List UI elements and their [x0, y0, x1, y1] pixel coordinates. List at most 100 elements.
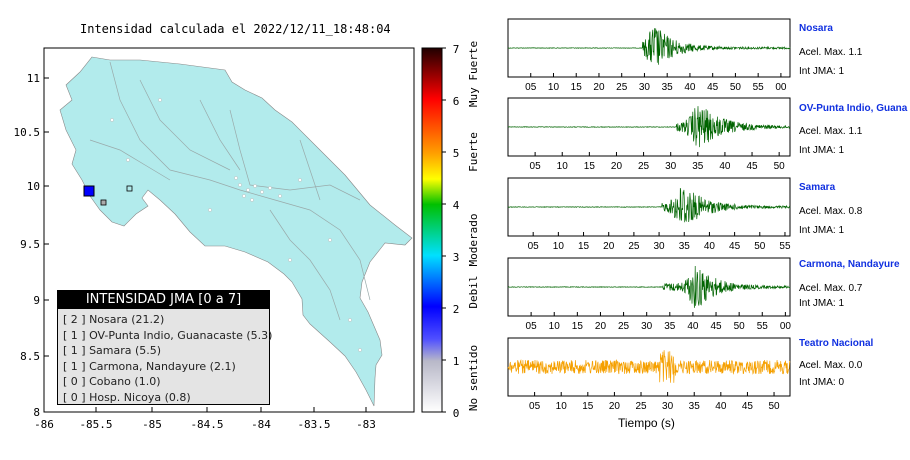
- seismogram-tick-label: 45: [710, 321, 722, 332]
- seismogram-tick-label: 40: [715, 401, 727, 412]
- seismogram-tick-label: 50: [730, 82, 742, 93]
- seismogram-tick-label: 15: [572, 321, 584, 332]
- seismogram-tick-label: 30: [665, 161, 677, 172]
- seismogram-tick-label: 40: [719, 161, 731, 172]
- page-title: Intensidad calculada el 2022/12/11_18:48…: [80, 22, 391, 36]
- station-marker-nosara: [83, 185, 95, 197]
- legend-item: [ 1 ] OV-Punta Indio, Guanacaste (5.3): [63, 328, 273, 342]
- colorbar-tick-label: 1: [453, 355, 460, 368]
- station-marker-carmona: [126, 185, 133, 192]
- seismogram-tick-label: 40: [684, 82, 696, 93]
- legend-item: [ 0 ] Cobano (1.0): [63, 375, 161, 388]
- seismogram-tick-label: 55: [779, 241, 791, 252]
- seismogram-tick-label: 15: [584, 161, 596, 172]
- station-jma: Int JMA: 0: [799, 377, 845, 388]
- map-x-tick-label: -84: [251, 418, 271, 431]
- station-jma: Int JMA: 1: [799, 225, 845, 236]
- seismogram-tick-label: 20: [609, 401, 621, 412]
- map-y-tick-label: 11: [27, 72, 40, 85]
- station-jma: Int JMA: 1: [799, 145, 845, 156]
- seismogram-tick-label: 20: [593, 82, 605, 93]
- colorbar-tick-label: 0: [453, 407, 460, 420]
- seismogram-tick-label: 20: [595, 321, 607, 332]
- map-y-tick-label: 9.5: [20, 238, 40, 251]
- seismogram-tick-label: 55: [753, 82, 765, 93]
- city-dots: [110, 98, 362, 352]
- seismogram-tick-label: 20: [611, 161, 623, 172]
- legend-item: [ 1 ] Carmona, Nandayure (2.1): [63, 359, 236, 373]
- colorbar-labels: Muy Fuerte Fuerte Moderado Debil No sentido: [467, 41, 480, 411]
- station-marker-hosp-nicoya: [100, 199, 107, 206]
- map-y-tick-label: 10.5: [14, 126, 41, 139]
- seismogram-tick-label: 45: [746, 161, 758, 172]
- seismogram-trace: [507, 28, 791, 65]
- colorbar-label: Fuerte: [467, 132, 480, 172]
- map-x-tick-label: -86: [34, 418, 54, 431]
- colorbar-label: No sentido: [467, 345, 480, 411]
- seismogram-trace: [507, 265, 791, 308]
- seismogram-tick-label: 30: [662, 401, 674, 412]
- seismogram-tick-label: 50: [754, 241, 766, 252]
- seismogram-tick-label: 05: [528, 241, 540, 252]
- x-axis-label: Tiempo (s): [618, 416, 675, 430]
- seismogram-tick-label: 00: [780, 321, 792, 332]
- station-accel: Acel. Max. 1.1: [799, 47, 863, 58]
- seismogram-tick-label: 25: [628, 241, 640, 252]
- seismogram-tick-label: 10: [557, 161, 569, 172]
- map-y-tick-label: 10: [27, 180, 40, 193]
- seismogram-tick-label: 50: [768, 401, 780, 412]
- legend-list: [ 2 ] Nosara (21.2) [ 1 ] OV-Punta Indio…: [58, 309, 273, 405]
- seismogram-tick-label: 45: [729, 241, 741, 252]
- colorbar-label: Debil: [467, 275, 480, 308]
- seismogram-tick-label: 10: [556, 401, 568, 412]
- map-x-axis: -86 -85.5 -85 -84.5 -84 -83.5 -83: [34, 407, 376, 431]
- seismogram-tick-label: 05: [530, 161, 542, 172]
- map-x-tick-label: -85: [142, 418, 162, 431]
- map-y-axis: 11 10.5 10 9.5 9 8.5 8: [14, 72, 49, 419]
- seismogram-tick-label: 50: [734, 321, 746, 332]
- colorbar-tick-label: 7: [453, 43, 460, 56]
- station-name: OV-Punta Indio, Guana: [799, 103, 908, 114]
- station-name: Nosara: [799, 23, 833, 34]
- seismogram-tick-label: 15: [582, 401, 594, 412]
- map-y-tick-label: 8: [33, 406, 40, 419]
- seismogram-tick-label: 55: [757, 321, 769, 332]
- colorbar-tick-label: 2: [453, 303, 460, 316]
- seismogram-tick-label: 45: [707, 82, 719, 93]
- map-x-tick-label: -85.5: [79, 418, 112, 431]
- seismogram-tick-label: 25: [616, 82, 628, 93]
- seismogram-tick-label: 25: [635, 401, 647, 412]
- map-x-tick-label: -84.5: [190, 418, 223, 431]
- seismogram-trace: [507, 187, 791, 223]
- colorbar-label: Muy Fuerte: [467, 41, 480, 107]
- seismogram-tick-label: 30: [639, 82, 651, 93]
- legend-item: [ 1 ] Samara (5.5): [63, 344, 162, 357]
- legend-header: INTENSIDAD JMA [0 a 7]: [58, 291, 269, 309]
- seismogram-tick-label: 30: [641, 321, 653, 332]
- map-y-tick-label: 8.5: [20, 350, 40, 363]
- seismogram-tick-label: 35: [692, 161, 704, 172]
- seismogram-panels: 05 10 15 20 25 30 35 40 45 50 55 00 05 10 15 20 25 30 35 40…: [507, 18, 792, 412]
- station-jma: Int JMA: 1: [799, 298, 845, 309]
- seismogram-tick-label: 15: [571, 82, 583, 93]
- map-y-tick-label: 9: [33, 294, 40, 307]
- intensity-legend: INTENSIDAD JMA [0 a 7] [ 2 ] Nosara (21.…: [57, 290, 273, 405]
- station-name: Teatro Nacional: [799, 338, 874, 349]
- legend-item: [ 2 ] Nosara (21.2): [63, 313, 165, 326]
- station-jma: Int JMA: 1: [799, 66, 845, 77]
- seismogram-tick-label: 05: [525, 82, 537, 93]
- seismogram-tick-label: 10: [553, 241, 565, 252]
- seismogram-tick-label: 15: [578, 241, 590, 252]
- seismogram-tick-label: 35: [689, 401, 701, 412]
- seismogram-tick-label: 50: [774, 161, 786, 172]
- seismogram-tick-label: 25: [618, 321, 630, 332]
- station-name: Samara: [799, 182, 836, 193]
- seismogram-tick-label: 35: [664, 321, 676, 332]
- seismogram-tick-label: 10: [548, 82, 560, 93]
- seismogram-tick-label: 35: [662, 82, 674, 93]
- seismogram-tick-label: 00: [775, 82, 787, 93]
- colorbar-tick-label: 5: [453, 147, 460, 160]
- colorbar: [421, 47, 443, 413]
- station-accel: Acel. Max. 0.7: [799, 283, 863, 294]
- map-x-tick-label: -83: [356, 418, 376, 431]
